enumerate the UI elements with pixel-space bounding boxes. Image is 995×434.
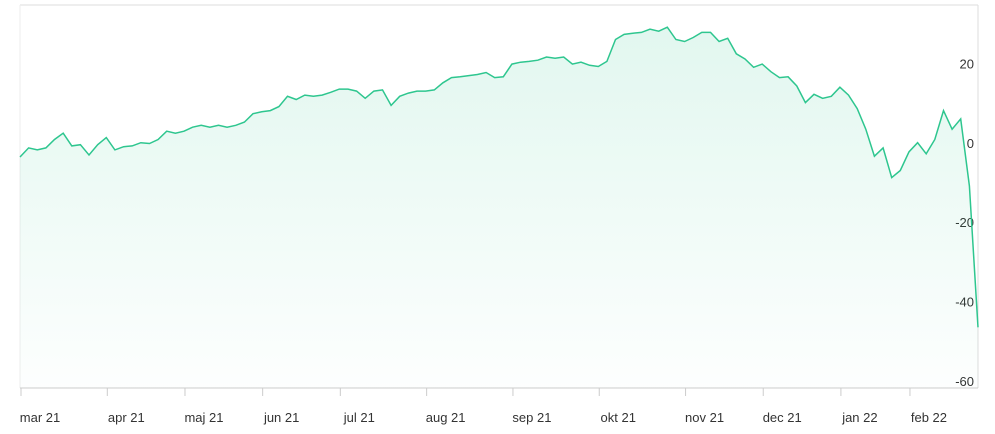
area-fill — [20, 27, 978, 388]
x-tick-label: mar 21 — [20, 410, 60, 425]
x-tick-label: feb 22 — [911, 410, 947, 425]
x-tick-label: dec 21 — [763, 410, 802, 425]
y-tick-label: 0 — [967, 136, 974, 151]
x-tick-label: okt 21 — [601, 410, 636, 425]
x-tick-label: apr 21 — [108, 410, 145, 425]
x-tick-label: jan 22 — [841, 410, 877, 425]
x-tick-label: jul 21 — [343, 410, 375, 425]
x-tick-label: nov 21 — [685, 410, 724, 425]
x-tick-label: aug 21 — [426, 410, 466, 425]
x-tick-label: maj 21 — [184, 410, 223, 425]
line — [19, 26, 979, 328]
x-tick-label: sep 21 — [512, 410, 551, 425]
x-tick-label: jun 21 — [263, 410, 299, 425]
y-tick-label: 20 — [960, 56, 974, 71]
